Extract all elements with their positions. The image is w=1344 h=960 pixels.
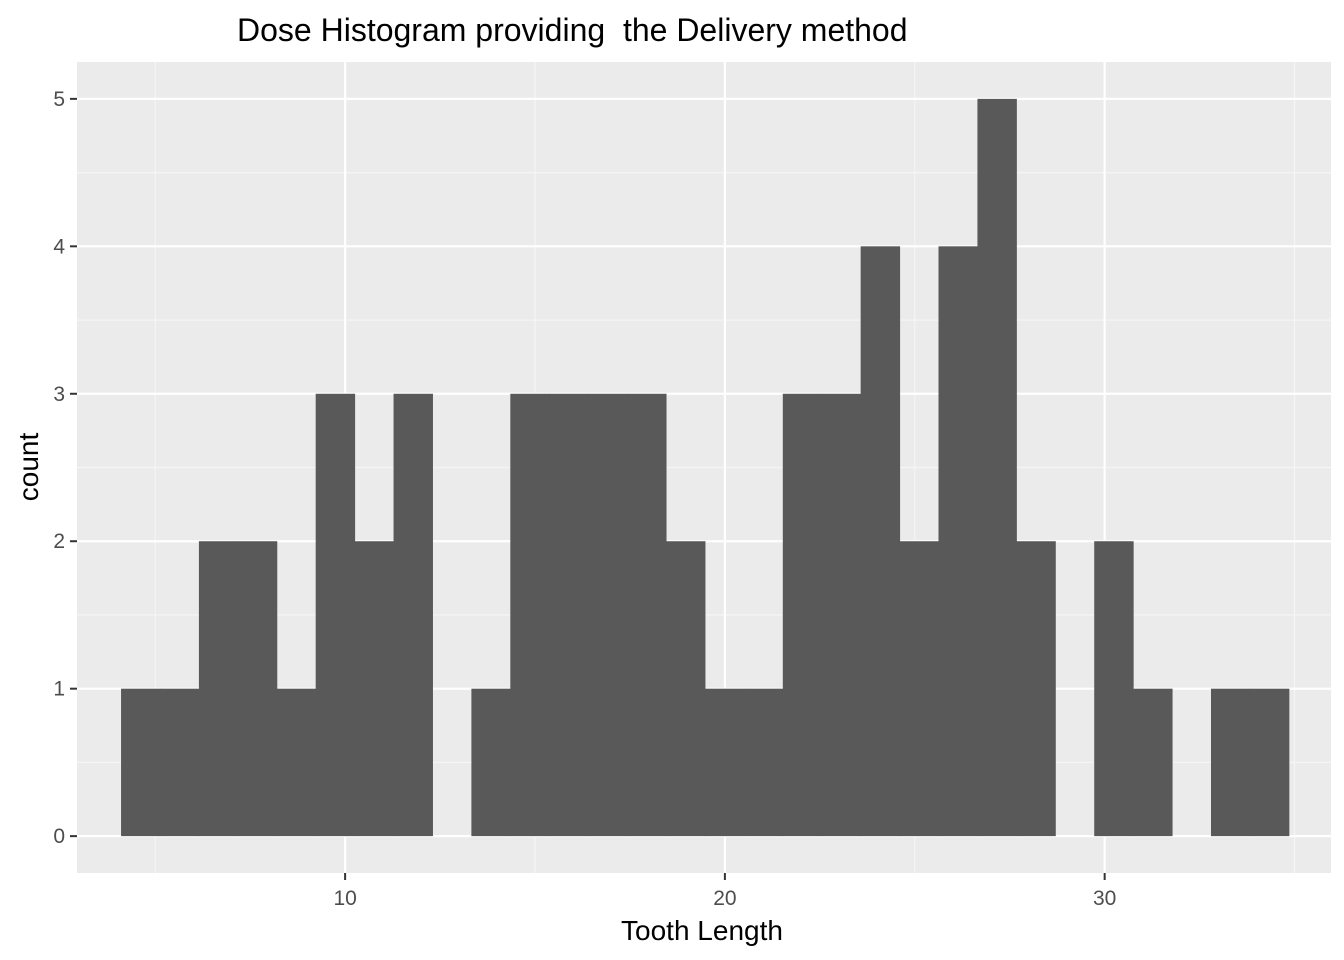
histogram-bar [198, 541, 239, 837]
histogram-bar [860, 246, 901, 837]
histogram-bar [743, 688, 784, 837]
histogram-bar [1210, 688, 1251, 837]
histogram-bar [1249, 688, 1290, 837]
histogram-bar [315, 393, 356, 837]
histogram-bar [121, 688, 161, 837]
histogram-bar [1094, 541, 1134, 837]
histogram-bar [821, 393, 862, 837]
histogram-bar [704, 688, 745, 837]
histogram-bar [1016, 541, 1056, 837]
y-tick-label: 4 [53, 235, 65, 258]
histogram-bar [977, 98, 1017, 837]
chart-title: Dose Histogram providing the Delivery me… [237, 12, 908, 48]
y-axis: 0 1 2 3 4 5 [53, 88, 77, 848]
histogram-bar [393, 393, 433, 837]
x-tick-label: 20 [713, 887, 736, 910]
histogram-bar [159, 688, 200, 837]
histogram-bar [588, 393, 628, 837]
histogram-bars [121, 98, 1290, 837]
x-axis: 10 20 30 [333, 873, 1116, 910]
histogram-bar [549, 393, 589, 837]
x-tick-label: 10 [333, 887, 356, 910]
histogram-bar [471, 688, 511, 837]
y-axis-title: count [13, 433, 44, 502]
histogram-bar [899, 541, 940, 837]
y-tick-label: 5 [53, 88, 65, 111]
histogram-bar [1133, 688, 1173, 837]
histogram-bar [938, 246, 978, 837]
y-tick-label: 0 [53, 825, 65, 848]
histogram-bar [354, 541, 395, 837]
y-tick-label: 1 [53, 678, 65, 701]
histogram-bar [237, 541, 278, 837]
histogram-bar [510, 393, 550, 837]
y-tick-label: 2 [53, 530, 65, 553]
histogram-bar [666, 541, 706, 837]
histogram-bar [276, 688, 317, 837]
x-tick-label: 30 [1093, 887, 1116, 910]
histogram-bar [627, 393, 667, 837]
histogram-bar [782, 393, 823, 837]
x-axis-title: Tooth Length [621, 915, 783, 946]
y-tick-label: 3 [53, 383, 65, 406]
